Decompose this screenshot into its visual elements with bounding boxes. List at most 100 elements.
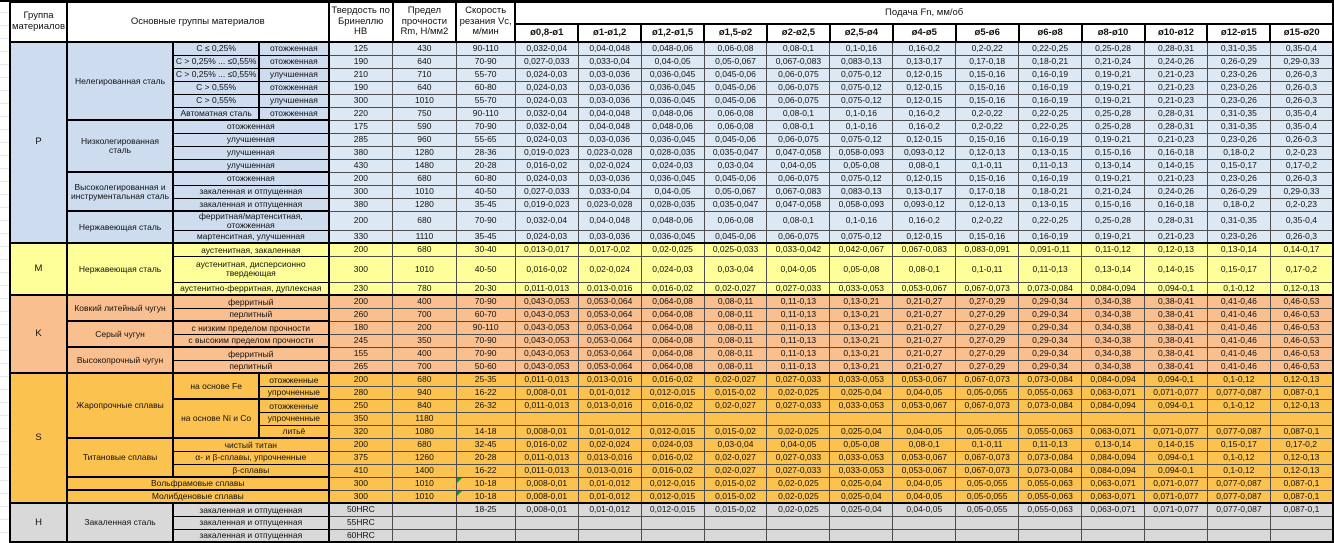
feed-value-cell[interactable]: 0,08-0,11 <box>703 333 768 348</box>
feed-value-cell[interactable]: 0,015-0,02 <box>703 385 768 400</box>
feed-value-cell[interactable]: 0,093-0,12 <box>892 197 957 212</box>
feed-value-cell[interactable]: 0,077-0,087 <box>1206 502 1271 517</box>
feed-value-cell[interactable]: 0,045-0,06 <box>703 67 768 82</box>
feed-value-cell[interactable]: 0,15-0,16 <box>1081 197 1145 212</box>
feed-value-cell[interactable]: 0,008-0,01 <box>514 424 579 439</box>
feed-value-cell[interactable]: 0,063-0,071 <box>1081 476 1145 491</box>
feed-value-cell[interactable]: 0,064-0,08 <box>640 346 705 361</box>
feed-value-cell[interactable]: 0,12-0,13 <box>1144 242 1208 257</box>
feed-value-cell[interactable]: 0,29-0,34 <box>1018 294 1083 309</box>
cutting-speed-cell[interactable]: 35-45 <box>455 229 516 244</box>
feed-value-cell[interactable]: 0,048-0,06 <box>640 106 705 121</box>
feed-value-cell[interactable]: 0,01-0,012 <box>577 489 642 504</box>
hardness-cell[interactable]: 300 <box>328 489 394 504</box>
material-label-cell[interactable]: чистый титан <box>172 437 330 452</box>
feed-value-cell[interactable]: 0,19-0,21 <box>1081 229 1145 244</box>
feed-value-cell[interactable]: 0,19-0,21 <box>1081 80 1145 95</box>
material-label-cell[interactable]: улучшенная <box>172 158 330 173</box>
feed-value-cell[interactable]: 0,067-0,083 <box>766 54 831 69</box>
feed-value-cell[interactable]: 0,2-0,22 <box>955 106 1020 121</box>
feed-value-cell[interactable]: 0,15-0,16 <box>955 229 1020 244</box>
feed-value-cell[interactable]: 0,012-0,015 <box>640 502 705 517</box>
feed-value-cell[interactable]: 0,1-0,11 <box>955 255 1020 283</box>
feed-value-cell[interactable]: 0,12-0,15 <box>892 132 957 147</box>
feed-value-cell[interactable]: 0,06-0,075 <box>766 171 831 186</box>
feed-value-cell[interactable]: 0,063-0,071 <box>1081 385 1145 400</box>
feed-value-cell[interactable]: 0,26-0,29 <box>1206 184 1271 199</box>
feed-value-cell[interactable]: 0,043-0,053 <box>514 294 579 309</box>
feed-value-cell[interactable]: 0,032-0,04 <box>514 41 579 56</box>
feed-value-cell[interactable]: 0,071-0,077 <box>1144 502 1208 517</box>
hardness-cell[interactable]: 410 <box>328 463 394 478</box>
feed-value-cell[interactable]: 0,05-0,067 <box>703 184 768 199</box>
feed-value-cell[interactable]: 0,21-0,23 <box>1144 132 1208 147</box>
strength-cell[interactable]: 1010 <box>392 93 457 108</box>
cutting-speed-cell[interactable]: 16-22 <box>455 463 516 478</box>
feed-value-cell[interactable]: 0,063-0,071 <box>1081 489 1145 504</box>
feed-value-cell[interactable]: 0,064-0,08 <box>640 307 705 322</box>
feed-value-cell[interactable]: 0,25-0,28 <box>1081 119 1145 134</box>
material-label-cell[interactable]: улучшенная <box>172 132 330 147</box>
header-diameter-range[interactable]: ø1,2-ø1,5 <box>640 23 706 43</box>
material-label-cell[interactable]: Титановые сплавы <box>65 437 175 478</box>
material-label-cell[interactable]: с высоким пределом прочности <box>172 333 330 348</box>
feed-value-cell[interactable]: 0,05-0,08 <box>829 255 894 283</box>
feed-value-cell[interactable]: 0,08-0,1 <box>766 210 831 231</box>
material-label-cell[interactable]: отожженная <box>172 119 330 134</box>
strength-cell[interactable]: 750 <box>392 106 457 121</box>
strength-cell[interactable]: 1260 <box>392 450 457 465</box>
feed-value-cell[interactable]: 0,071-0,077 <box>1144 489 1208 504</box>
header-main-material-groups[interactable]: Основные группы материалов <box>66 1 330 43</box>
feed-value-cell[interactable]: 0,26-0,3 <box>1269 229 1334 244</box>
feed-value-cell[interactable]: 0,04-0,05 <box>766 255 831 283</box>
feed-value-cell[interactable]: 0,04-0,05 <box>892 502 957 517</box>
feed-value-cell[interactable]: 0,08-0,11 <box>703 307 768 322</box>
feed-value-cell[interactable] <box>1269 528 1334 543</box>
header-diameter-range[interactable]: ø5-ø6 <box>954 23 1020 43</box>
feed-value-cell[interactable]: 0,024-0,03 <box>514 229 579 244</box>
feed-value-cell[interactable]: 0,067-0,083 <box>892 242 957 257</box>
feed-value-cell[interactable]: 0,27-0,29 <box>955 307 1020 322</box>
feed-value-cell[interactable]: 0,083-0,13 <box>829 184 894 199</box>
hardness-cell[interactable]: 200 <box>328 242 394 257</box>
feed-value-cell[interactable]: 0,06-0,075 <box>766 67 831 82</box>
feed-value-cell[interactable]: 0,053-0,067 <box>892 450 957 465</box>
feed-value-cell[interactable]: 0,094-0,1 <box>1144 281 1208 296</box>
feed-value-cell[interactable]: 0,02-0,025 <box>766 502 831 517</box>
feed-value-cell[interactable]: 0,34-0,38 <box>1081 359 1145 374</box>
feed-value-cell[interactable]: 0,013-0,016 <box>577 398 642 413</box>
hardness-cell[interactable]: 190 <box>328 54 394 69</box>
feed-value-cell[interactable]: 0,023-0,028 <box>577 145 642 160</box>
feed-value-cell[interactable]: 0,06-0,08 <box>703 41 768 56</box>
hardness-cell[interactable]: 60HRC <box>328 528 394 543</box>
feed-value-cell[interactable]: 0,14-0,15 <box>1144 255 1208 283</box>
feed-value-cell[interactable]: 0,024-0,03 <box>514 80 579 95</box>
feed-value-cell[interactable]: 0,053-0,067 <box>892 463 957 478</box>
feed-value-cell[interactable] <box>766 515 831 530</box>
feed-value-cell[interactable]: 0,06-0,075 <box>766 80 831 95</box>
strength-cell[interactable]: 1110 <box>392 229 457 244</box>
feed-value-cell[interactable]: 0,26-0,3 <box>1269 171 1334 186</box>
material-label-cell[interactable]: улучшенная <box>172 145 330 160</box>
feed-value-cell[interactable]: 0,087-0,1 <box>1269 502 1334 517</box>
feed-value-cell[interactable]: 0,23-0,26 <box>1206 132 1271 147</box>
feed-value-cell[interactable]: 0,023-0,028 <box>577 197 642 212</box>
cutting-speed-cell[interactable]: 20-28 <box>455 158 516 173</box>
feed-value-cell[interactable] <box>640 528 705 543</box>
material-label-cell[interactable]: отожженная <box>258 54 330 69</box>
material-label-cell[interactable]: Нержавеющая сталь <box>65 242 175 296</box>
feed-value-cell[interactable]: 0,46-0,53 <box>1269 307 1334 322</box>
feed-value-cell[interactable]: 0,008-0,01 <box>514 476 579 491</box>
feed-value-cell[interactable]: 0,08-0,1 <box>892 158 957 173</box>
feed-value-cell[interactable]: 0,03-0,036 <box>577 132 642 147</box>
feed-value-cell[interactable]: 0,16-0,2 <box>892 41 957 56</box>
hardness-cell[interactable]: 350 <box>328 411 394 426</box>
feed-value-cell[interactable]: 0,084-0,094 <box>1081 372 1145 387</box>
hardness-cell[interactable]: 380 <box>328 145 394 160</box>
feed-value-cell[interactable]: 0,04-0,05 <box>892 489 957 504</box>
cutting-speed-cell[interactable]: 90-110 <box>455 106 516 121</box>
material-label-cell[interactable]: C > 0,25% ... ≤0,55% <box>172 54 261 69</box>
feed-value-cell[interactable]: 0,033-0,053 <box>829 450 894 465</box>
feed-value-cell[interactable]: 0,11-0,13 <box>766 307 831 322</box>
feed-value-cell[interactable]: 0,2-0,23 <box>1269 145 1334 160</box>
